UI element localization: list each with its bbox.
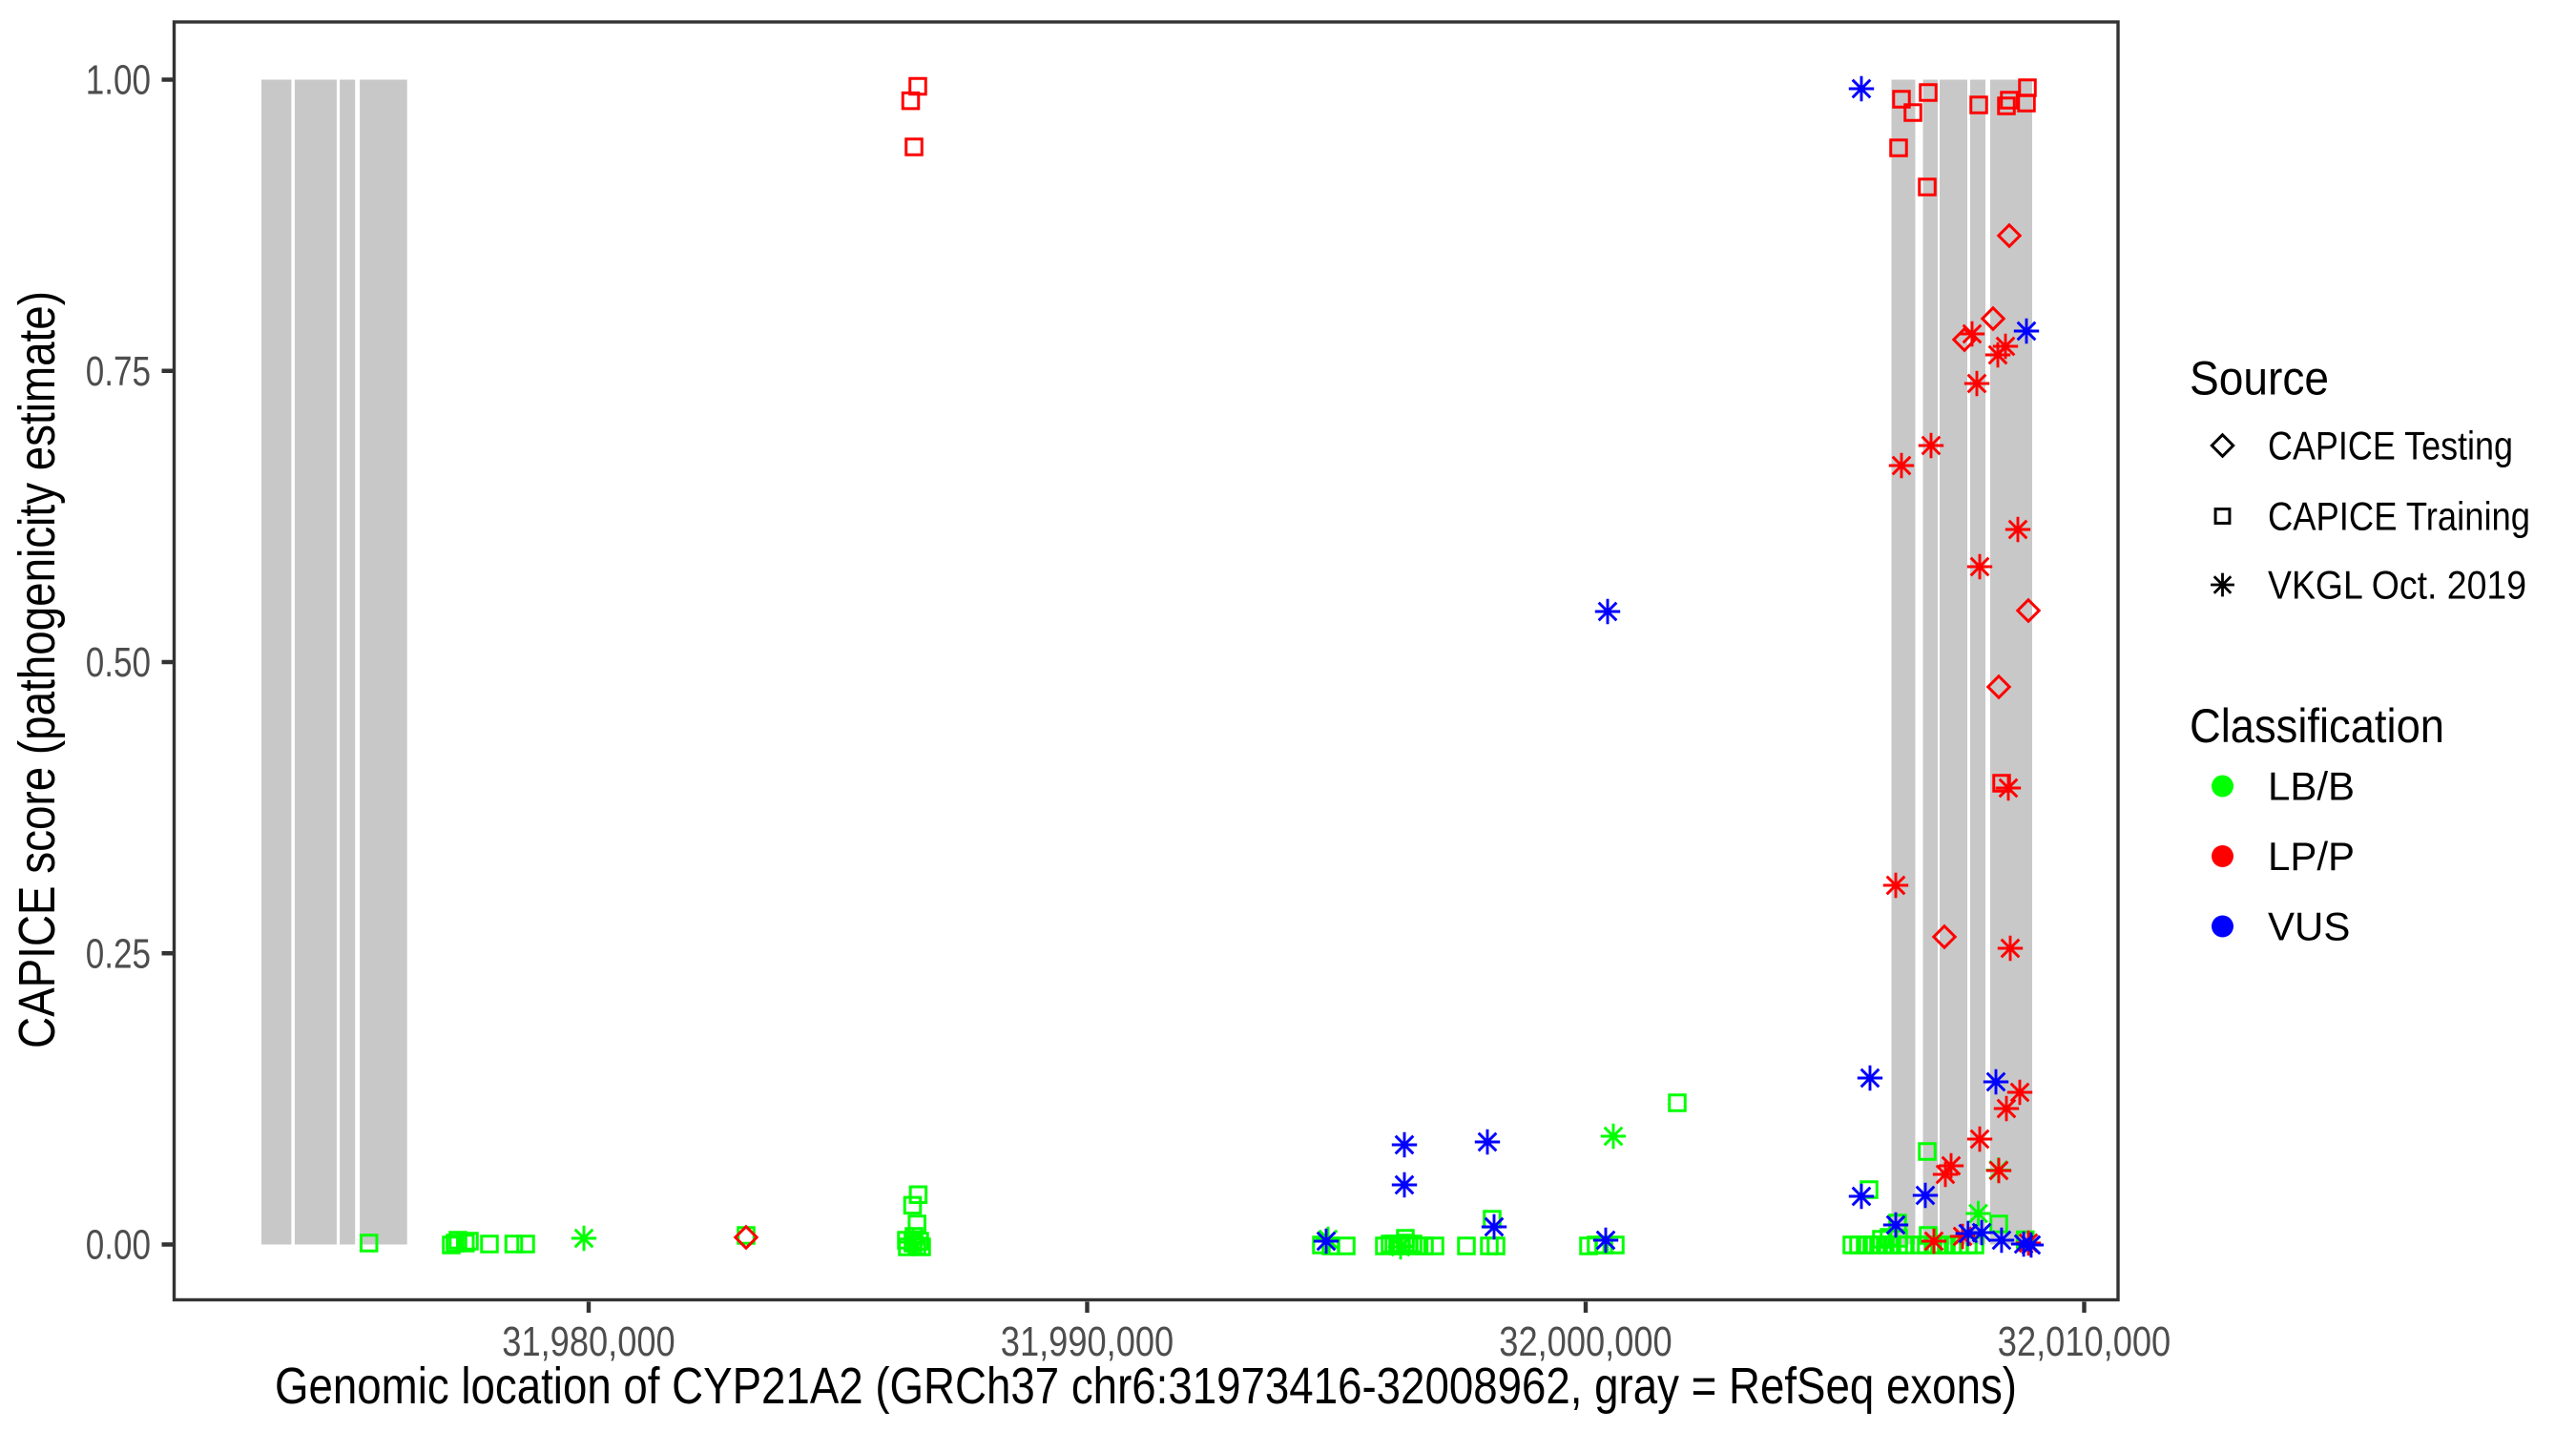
svg-text:LB/B: LB/B: [2268, 763, 2355, 808]
svg-text:0.25: 0.25: [86, 931, 151, 978]
svg-text:Classification: Classification: [2190, 699, 2444, 753]
svg-text:CAPICE Training: CAPICE Training: [2268, 493, 2530, 538]
svg-text:32,010,000: 32,010,000: [1998, 1318, 2171, 1365]
svg-text:1.00: 1.00: [86, 57, 151, 104]
svg-text:31,990,000: 31,990,000: [1001, 1318, 1174, 1365]
svg-text:Genomic location of CYP21A2 (G: Genomic location of CYP21A2 (GRCh37 chr6…: [275, 1358, 2017, 1415]
svg-text:32,000,000: 32,000,000: [1499, 1318, 1672, 1365]
svg-text:VKGL Oct. 2019: VKGL Oct. 2019: [2268, 562, 2526, 607]
svg-text:0.00: 0.00: [86, 1222, 151, 1269]
svg-text:LP/P: LP/P: [2268, 834, 2355, 879]
svg-text:0.50: 0.50: [86, 639, 151, 686]
svg-text:CAPICE Testing: CAPICE Testing: [2268, 423, 2513, 467]
svg-text:31,980,000: 31,980,000: [502, 1318, 675, 1365]
svg-text:VUS: VUS: [2268, 903, 2350, 948]
svg-text:0.75: 0.75: [86, 348, 151, 395]
svg-text:Source: Source: [2190, 352, 2329, 405]
svg-text:CAPICE score (pathogenicity es: CAPICE score (pathogenicity estimate): [9, 291, 66, 1048]
